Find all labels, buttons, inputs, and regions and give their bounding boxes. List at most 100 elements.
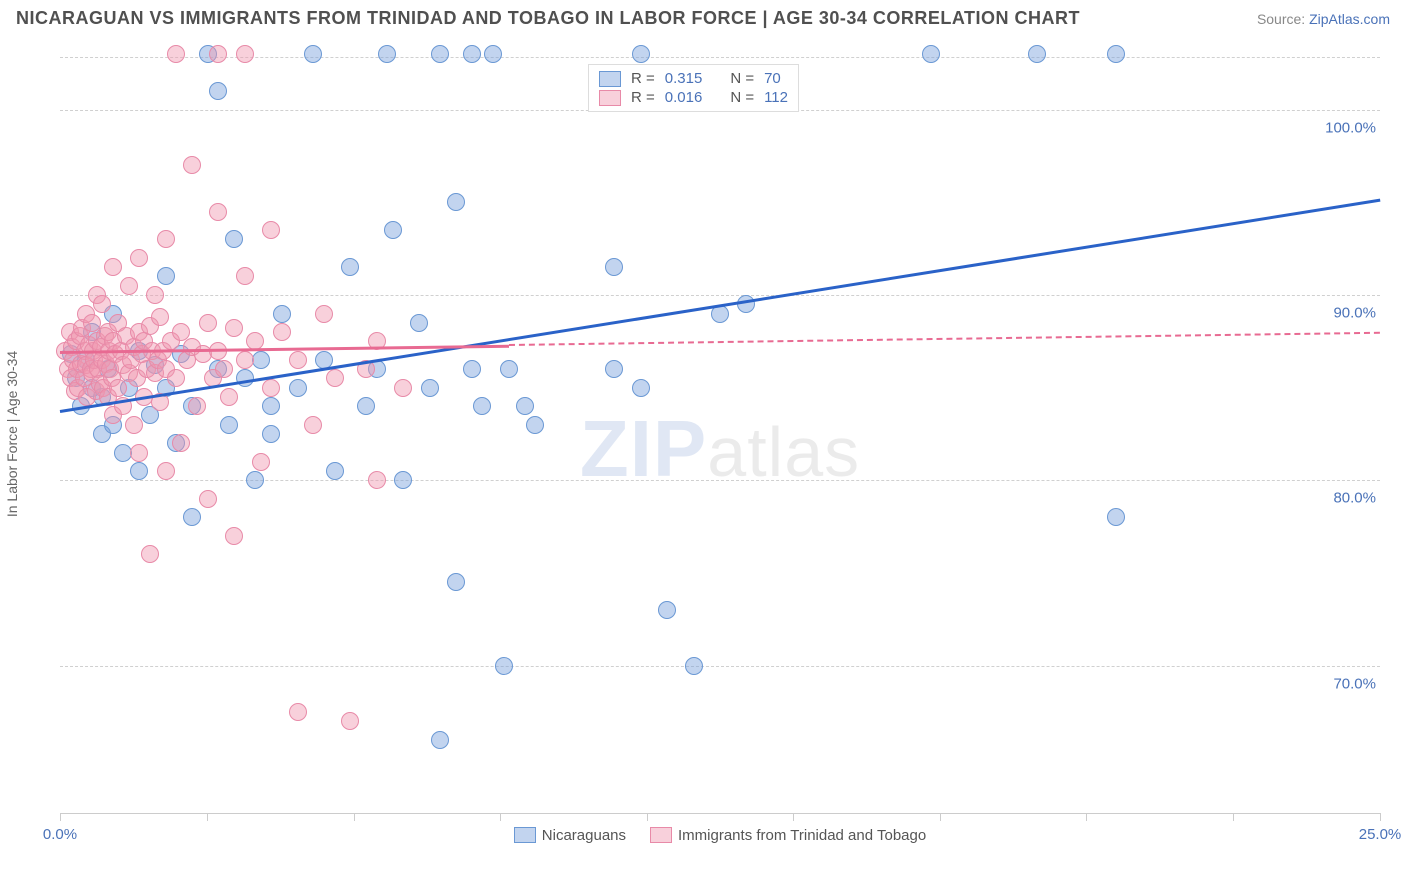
data-point — [289, 703, 307, 721]
data-point — [326, 462, 344, 480]
data-point — [209, 82, 227, 100]
x-tick — [500, 813, 501, 821]
data-point — [183, 508, 201, 526]
data-point — [384, 221, 402, 239]
data-point — [421, 379, 439, 397]
legend-n-label: N = — [730, 70, 754, 87]
y-tick-label: 80.0% — [1333, 490, 1376, 507]
data-point — [463, 360, 481, 378]
data-point — [130, 462, 148, 480]
legend-row: R = 0.016 N = 112 — [599, 88, 788, 107]
data-point — [252, 351, 270, 369]
gridline — [60, 666, 1380, 667]
y-tick-label: 100.0% — [1325, 119, 1376, 136]
x-tick — [793, 813, 794, 821]
legend-item: Nicaraguans — [514, 827, 626, 844]
data-point — [500, 360, 518, 378]
trend-line — [509, 332, 1380, 346]
data-point — [236, 267, 254, 285]
legend-n-value: 112 — [764, 89, 788, 106]
data-point — [262, 397, 280, 415]
data-point — [125, 416, 143, 434]
legend-series-name: Immigrants from Trinidad and Tobago — [678, 827, 926, 844]
data-point — [141, 545, 159, 563]
legend-item: Immigrants from Trinidad and Tobago — [650, 827, 926, 844]
data-point — [632, 45, 650, 63]
data-point — [157, 462, 175, 480]
x-tick — [1233, 813, 1234, 821]
x-tick — [940, 813, 941, 821]
data-point — [326, 369, 344, 387]
legend-swatch — [599, 71, 621, 87]
data-point — [130, 249, 148, 267]
data-point — [104, 258, 122, 276]
data-point — [368, 471, 386, 489]
data-point — [658, 601, 676, 619]
legend-swatch — [514, 827, 536, 843]
y-tick-label: 90.0% — [1333, 304, 1376, 321]
gridline — [60, 295, 1380, 296]
x-tick — [647, 813, 648, 821]
legend-r-label: R = — [631, 89, 655, 106]
legend-n-value: 70 — [764, 70, 781, 87]
data-point — [151, 308, 169, 326]
data-point — [463, 45, 481, 63]
data-point — [737, 295, 755, 313]
data-point — [188, 397, 206, 415]
legend-n-label: N = — [730, 89, 754, 106]
legend-r-value: 0.315 — [665, 70, 703, 87]
data-point — [605, 258, 623, 276]
legend-series-name: Nicaraguans — [542, 827, 626, 844]
data-point — [304, 416, 322, 434]
data-point — [215, 360, 233, 378]
legend-swatch — [650, 827, 672, 843]
data-point — [130, 444, 148, 462]
data-point — [262, 425, 280, 443]
x-tick — [60, 813, 61, 821]
data-point — [262, 221, 280, 239]
data-point — [199, 314, 217, 332]
data-point — [225, 527, 243, 545]
x-tick — [354, 813, 355, 821]
data-point — [341, 712, 359, 730]
data-point — [220, 388, 238, 406]
data-point — [447, 573, 465, 591]
data-point — [394, 471, 412, 489]
data-point — [447, 193, 465, 211]
data-point — [109, 379, 127, 397]
x-tick — [207, 813, 208, 821]
data-point — [236, 45, 254, 63]
data-point — [225, 230, 243, 248]
data-point — [605, 360, 623, 378]
data-point — [289, 351, 307, 369]
data-point — [252, 453, 270, 471]
data-point — [172, 434, 190, 452]
data-point — [341, 258, 359, 276]
stats-legend: R = 0.315 N = 70R = 0.016 N = 112 — [588, 64, 799, 112]
legend-r-value: 0.016 — [665, 89, 703, 106]
data-point — [394, 379, 412, 397]
data-point — [495, 657, 513, 675]
data-point — [431, 45, 449, 63]
x-tick — [1086, 813, 1087, 821]
data-point — [484, 45, 502, 63]
data-point — [273, 305, 291, 323]
plot-area: ZIPatlas 70.0%80.0%90.0%100.0%0.0%25.0%R… — [60, 54, 1380, 814]
data-point — [685, 657, 703, 675]
series-legend: Nicaraguans Immigrants from Trinidad and … — [60, 827, 1380, 848]
data-point — [146, 286, 164, 304]
data-point — [922, 45, 940, 63]
data-point — [526, 416, 544, 434]
source-link[interactable]: ZipAtlas.com — [1309, 11, 1390, 27]
data-point — [273, 323, 291, 341]
data-point — [1028, 45, 1046, 63]
data-point — [516, 397, 534, 415]
data-point — [246, 471, 264, 489]
data-point — [289, 379, 307, 397]
data-point — [431, 731, 449, 749]
data-point — [378, 45, 396, 63]
legend-swatch — [599, 90, 621, 106]
source-attribution: Source: ZipAtlas.com — [1257, 11, 1390, 27]
gridline — [60, 57, 1380, 58]
data-point — [199, 490, 217, 508]
